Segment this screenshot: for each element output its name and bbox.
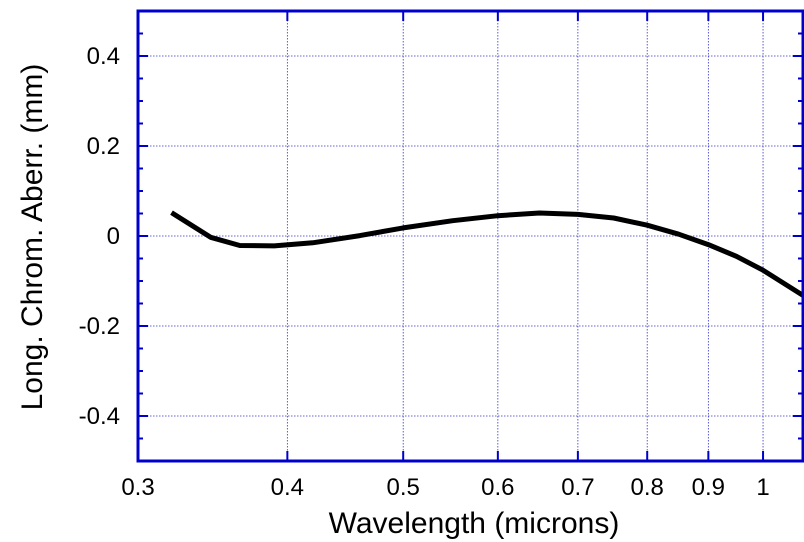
x-tick-label: 0.4 [271,474,304,501]
x-tick-label: 0.8 [631,474,664,501]
grid-lines [138,11,803,461]
x-tick-label: 0.5 [387,474,420,501]
x-tick-label: 0.9 [692,474,725,501]
y-tick-label: 0 [107,223,120,250]
plot-frame [136,9,804,463]
x-tick-label: 0.3 [121,474,154,501]
y-tick-label: 0.2 [87,133,120,160]
series-line [170,210,804,298]
series-layer [170,210,804,298]
x-axis-title: Wavelength (microns) [329,507,620,540]
x-tick-label: 0.6 [481,474,514,501]
tick-labels: 0.3 0.4 0.5 0.6 0.7 0.8 0.9 1 -0.4 -0.2 0 0.2 0.4 [79,43,770,501]
y-axis-title: Long. Chrom. Aberr. (mm) [16,64,49,411]
y-tick-label: -0.2 [79,313,120,340]
y-tick-label: 0.4 [87,43,120,70]
x-tick-label: 0.7 [561,474,594,501]
x-tick-label: 1 [756,474,769,501]
y-tick-label: -0.4 [79,403,120,430]
